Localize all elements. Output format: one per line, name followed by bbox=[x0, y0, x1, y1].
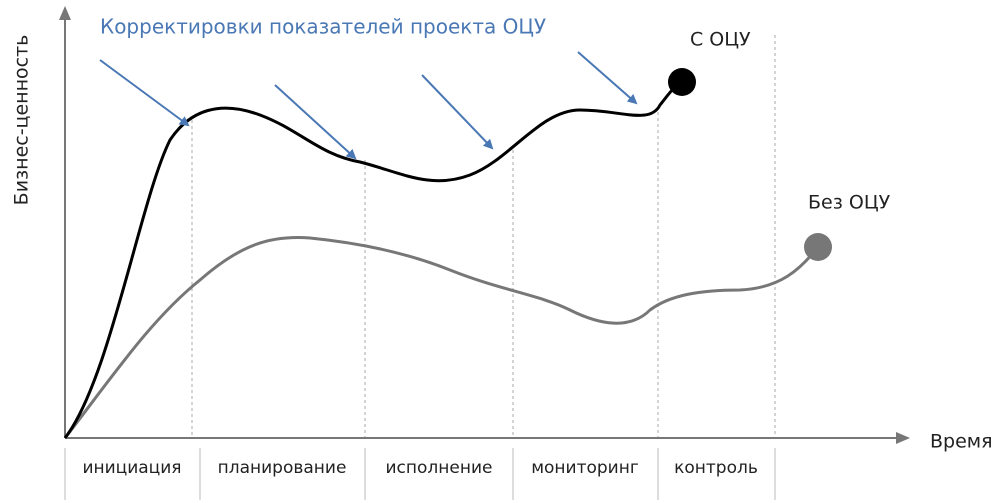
phase-label: мониторинг bbox=[531, 458, 639, 478]
curve-label: С ОЦУ bbox=[690, 29, 751, 51]
curve-label: Без ОЦУ bbox=[808, 192, 891, 214]
phase-label: контроль bbox=[674, 458, 758, 478]
phase-label: планирование bbox=[218, 458, 347, 478]
guide-lines bbox=[191, 35, 776, 438]
phase-dividers bbox=[64, 448, 776, 500]
curve-with bbox=[63, 80, 683, 439]
phase-label: инициация bbox=[82, 458, 181, 478]
curve-without bbox=[63, 236, 820, 439]
title: Корректировки показателей проекта ОЦУ bbox=[100, 15, 546, 39]
end-point-with bbox=[668, 68, 696, 96]
x-axis-label: Время bbox=[930, 431, 993, 453]
adjustment-arrows bbox=[99, 51, 638, 160]
end-point-without bbox=[804, 233, 832, 261]
phase-label: исполнение bbox=[386, 458, 493, 478]
y-axis-label: Бизнес-ценность bbox=[11, 35, 33, 206]
